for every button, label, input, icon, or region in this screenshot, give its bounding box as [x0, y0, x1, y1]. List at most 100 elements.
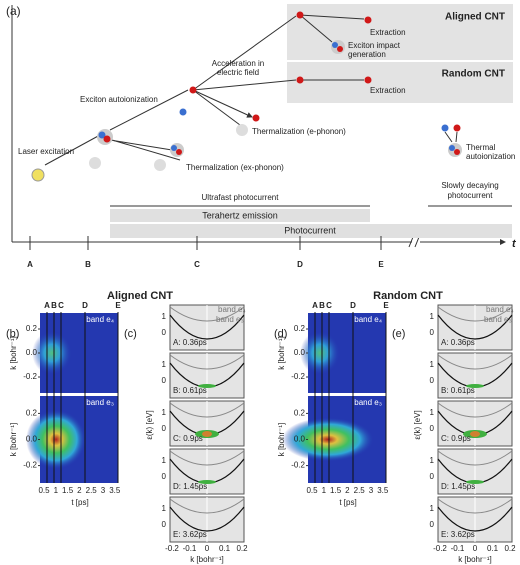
tick-label: -0.2: [165, 544, 179, 553]
heat-blob: [282, 417, 374, 462]
marker-label: C: [58, 301, 64, 310]
marker-label: E: [383, 301, 389, 310]
electron: [189, 86, 197, 94]
arrow: [111, 14, 365, 161]
heat-blob: [26, 409, 86, 470]
tick-label: 0.2: [294, 324, 306, 333]
path-line: [444, 131, 458, 143]
time-label: D: 1.45ps: [173, 482, 207, 491]
axis-label: t [ps]: [339, 498, 356, 507]
band-curve: [437, 314, 513, 340]
population: [202, 431, 212, 437]
tick-label: B: [85, 260, 91, 269]
tick-label: 0: [430, 424, 435, 433]
panel-label: (b): [6, 328, 19, 340]
axis-label: t [ps]: [71, 498, 88, 507]
axis-label: k [bohr⁻¹]: [277, 336, 286, 370]
node-label: electric field: [217, 68, 259, 77]
tick-label: 0.2: [504, 544, 516, 553]
marker-label: B: [319, 301, 325, 310]
tick-label: 2: [345, 486, 350, 495]
tick-label: -0.1: [451, 544, 465, 553]
population: [466, 480, 484, 484]
population: [470, 431, 480, 437]
electron: [296, 76, 304, 84]
random-box: [287, 62, 513, 103]
time-label: A: 0.36ps: [173, 338, 207, 347]
tick-label: 1: [162, 504, 167, 513]
range-label: photocurrent: [448, 191, 494, 200]
panel-label: (e): [392, 328, 405, 340]
node-label: Acceleration in: [212, 59, 264, 68]
tick-label: 1: [162, 360, 167, 369]
heat-blob: [300, 331, 340, 375]
node-label: Thermalization (e-phonon): [252, 127, 346, 136]
tick-label: 0.1: [487, 544, 499, 553]
range-label: Terahertz emission: [202, 210, 278, 220]
time-label: D: 1.45ps: [441, 482, 475, 491]
band-label: band e₃: [354, 398, 382, 407]
panel-label: (a): [6, 4, 21, 18]
node-label: Extraction: [370, 86, 406, 95]
tick-label: 2.5: [86, 486, 98, 495]
axis-label: ε(k) [eV]: [145, 410, 154, 439]
axis-label: t: [512, 238, 517, 250]
axis-label: k [bohr⁻¹]: [458, 555, 492, 564]
marker-label: C: [326, 301, 332, 310]
marker-label: E: [115, 301, 121, 310]
tick-label: E: [378, 260, 384, 269]
time-label: C: 0.9ps: [441, 434, 471, 443]
range-label: Slowly decaying: [441, 181, 498, 190]
band-curve: [169, 354, 245, 370]
tick-label: 0: [205, 544, 210, 553]
tick-label: -0.2: [23, 372, 37, 381]
band-curve: [169, 450, 245, 466]
tick-label: 0: [162, 424, 167, 433]
tick-label: A: [27, 260, 33, 269]
tick-label: 0.2: [236, 544, 248, 553]
phonon-icon: [89, 157, 101, 169]
time-label: A: 0.36ps: [441, 338, 475, 347]
tick-label: 0: [430, 472, 435, 481]
band-curve: [169, 314, 245, 340]
band-curve: [437, 450, 513, 466]
photon-icon: [31, 168, 45, 182]
node-label: Exciton impact: [348, 41, 401, 50]
marker-label: A: [44, 301, 50, 310]
population: [466, 384, 484, 388]
electron: [454, 149, 460, 155]
tick-label: 0: [430, 520, 435, 529]
panel-label: (c): [124, 328, 137, 340]
band-curve: [169, 506, 245, 532]
electron: [364, 16, 372, 24]
axis-label: k [bohr⁻¹]: [9, 336, 18, 370]
electron: [252, 114, 260, 122]
node-label: Thermalization (ex-phonon): [186, 163, 284, 172]
band-curve: [169, 498, 245, 514]
group-title: Aligned CNT: [107, 290, 173, 302]
hole: [332, 42, 338, 48]
electron: [176, 149, 182, 155]
band-label: band e₃: [484, 315, 512, 324]
node-label: generation: [348, 50, 386, 59]
electron: [337, 46, 343, 52]
box-title: Aligned CNT: [445, 12, 505, 23]
time-label: B: 0.61ps: [173, 386, 207, 395]
tick-label: -0.2: [23, 461, 37, 470]
marker-label: B: [51, 301, 57, 310]
tick-label: 0.2: [294, 409, 306, 418]
tick-label: 1: [430, 360, 435, 369]
tick-label: 0: [162, 376, 167, 385]
band-curve: [437, 306, 513, 322]
tick-label: D: [297, 260, 303, 269]
band-label: band e₄: [354, 315, 382, 324]
tick-label: -0.2: [433, 544, 447, 553]
hole: [179, 108, 187, 116]
band-label: band e₄: [486, 305, 514, 314]
tick-label: -0.2: [291, 372, 305, 381]
band-label: band e₃: [216, 315, 244, 324]
range-bar: [110, 209, 370, 222]
node-label: Extraction: [370, 28, 406, 37]
tick-label: 0: [162, 520, 167, 529]
hole: [98, 131, 106, 139]
